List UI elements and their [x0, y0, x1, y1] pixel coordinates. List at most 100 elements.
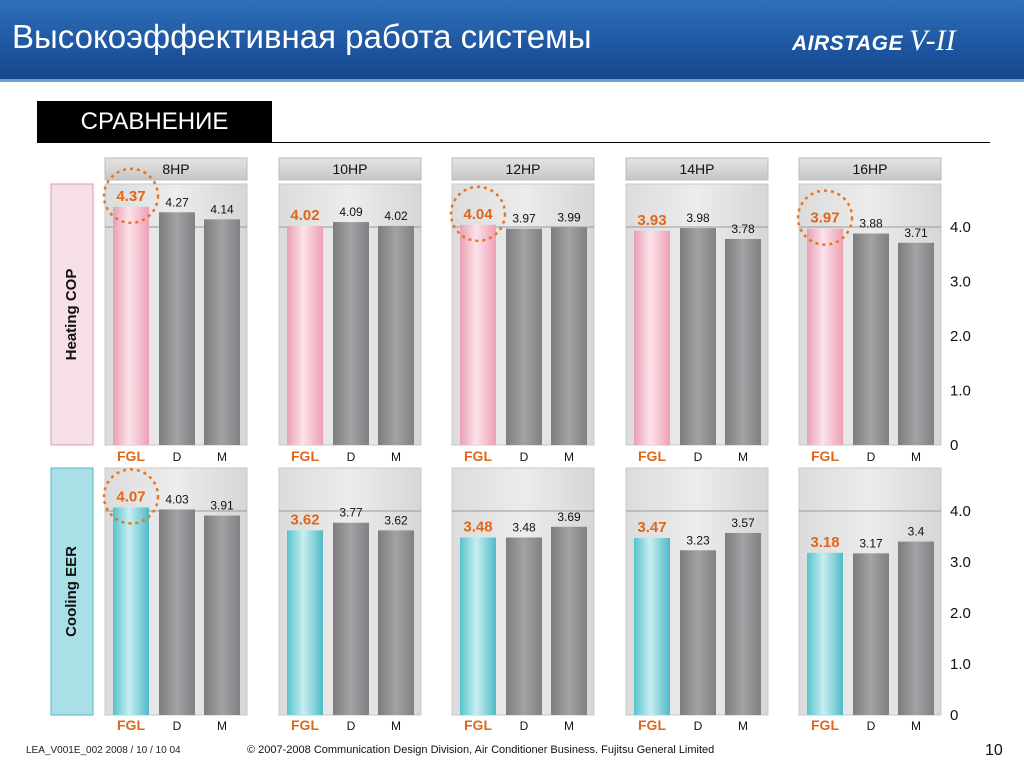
value-label: 3.98 [686, 211, 710, 225]
value-label: 3.23 [686, 533, 710, 547]
value-label: 3.47 [637, 519, 666, 536]
value-label: 3.99 [557, 211, 581, 225]
category-label: D [867, 450, 876, 464]
category-label: FGL [291, 717, 319, 733]
bar-d [333, 522, 369, 715]
value-label: 3.18 [810, 534, 839, 551]
panel-title: 16HP [852, 161, 887, 177]
y-tick-label: 0 [950, 437, 958, 454]
value-label: 3.78 [731, 222, 755, 236]
category-label: FGL [117, 448, 145, 464]
value-label: 4.07 [116, 488, 145, 505]
category-label: FGL [811, 717, 839, 733]
y-tick-label: 0 [950, 707, 958, 724]
category-label: D [347, 719, 356, 733]
category-label: D [694, 719, 703, 733]
y-tick-label: 1.0 [950, 656, 971, 673]
bar-m [551, 526, 587, 715]
value-label: 3.71 [904, 226, 928, 240]
panel-title: 8HP [162, 161, 189, 177]
bar-m [725, 532, 761, 715]
value-label: 4.27 [165, 195, 189, 209]
panel-header [104, 157, 248, 181]
category-label: D [520, 450, 529, 464]
bar-d [333, 222, 369, 445]
panel-title: 14HP [679, 161, 714, 177]
category-label: D [173, 450, 182, 464]
panel-header [798, 157, 942, 181]
page-number: 10 [985, 742, 1003, 759]
value-label: 3.48 [512, 521, 536, 535]
value-label: 3.97 [512, 212, 536, 226]
highlight-circle [102, 167, 160, 225]
bar-m [378, 530, 414, 715]
bar-m [898, 541, 934, 715]
category-label: FGL [291, 448, 319, 464]
bar-fgl [460, 537, 496, 715]
category-label: M [564, 450, 574, 464]
value-label: 3.97 [810, 210, 839, 227]
value-label: 4.14 [210, 202, 234, 216]
category-label: D [694, 450, 703, 464]
value-label: 3.62 [290, 511, 319, 528]
bar-d [680, 550, 716, 715]
y-tick-label: 2.0 [950, 605, 971, 622]
panel-title: 12HP [505, 161, 540, 177]
y-tick-label: 4.0 [950, 219, 971, 236]
bar-m [378, 225, 414, 445]
y-tick-label: 2.0 [950, 328, 971, 345]
bar-fgl [807, 228, 843, 445]
bar-fgl [287, 225, 323, 445]
ylabel-box [50, 183, 94, 446]
bar-m [725, 238, 761, 445]
value-label: 3.91 [210, 499, 234, 513]
highlight-circle [449, 185, 507, 243]
footer-copyright: © 2007-2008 Communication Design Divisio… [247, 744, 715, 756]
y-tick-label: 4.0 [950, 503, 971, 520]
category-label: M [738, 450, 748, 464]
value-label: 4.09 [339, 205, 363, 219]
bar-fgl [634, 230, 670, 445]
value-label: 3.93 [637, 212, 666, 229]
category-label: D [867, 719, 876, 733]
section-divider [272, 142, 990, 143]
bar-d [506, 537, 542, 715]
bar-m [898, 242, 934, 445]
bar-d [506, 228, 542, 445]
panel-header [278, 157, 422, 181]
category-label: M [217, 450, 227, 464]
category-label: M [564, 719, 574, 733]
value-label: 4.04 [463, 206, 493, 223]
category-label: FGL [464, 448, 492, 464]
category-label: FGL [464, 717, 492, 733]
panel-header [625, 157, 769, 181]
highlight-circle [102, 468, 160, 525]
value-label: 3.88 [859, 217, 883, 231]
y-axis-label: Heating COP [63, 269, 80, 361]
logo-brand: AIRSTAGE [792, 32, 903, 55]
panel-header [451, 157, 595, 181]
panel-title: 10HP [332, 161, 367, 177]
bar-fgl [287, 530, 323, 715]
category-label: M [217, 719, 227, 733]
value-label: 3.17 [859, 536, 883, 550]
value-label: 3.4 [908, 525, 925, 539]
category-label: M [391, 450, 401, 464]
value-label: 3.48 [463, 519, 492, 536]
header-divider [0, 79, 1024, 82]
bar-m [204, 515, 240, 715]
bar-fgl [460, 224, 496, 445]
category-label: FGL [811, 448, 839, 464]
value-label: 3.69 [557, 510, 581, 524]
header-bar: Высокоэффективная работа системы AIRSTAG… [0, 0, 1024, 82]
y-tick-label: 3.0 [950, 274, 971, 291]
value-label: 3.62 [384, 513, 408, 527]
bar-fgl [113, 206, 149, 445]
category-label: FGL [638, 448, 666, 464]
bar-fgl [113, 507, 149, 715]
value-label: 3.57 [731, 516, 755, 530]
value-label: 4.02 [290, 207, 319, 224]
value-label: 3.77 [339, 506, 363, 520]
category-label: D [520, 719, 529, 733]
